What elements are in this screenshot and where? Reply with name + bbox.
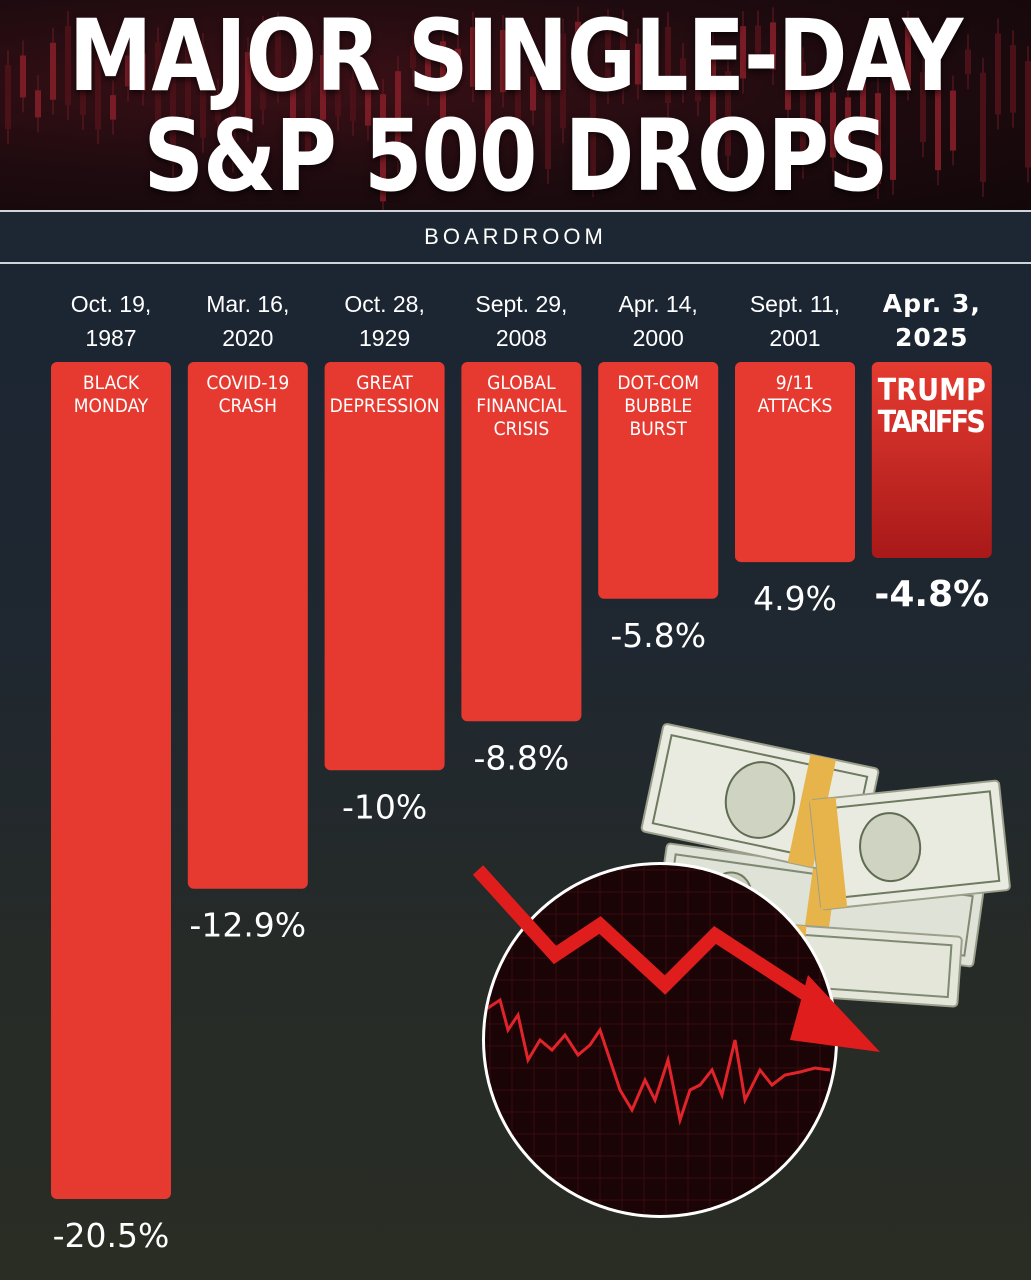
bar-label: TARIFFS xyxy=(878,405,986,440)
value-label: -10% xyxy=(342,787,427,826)
date-label: 2000 xyxy=(633,325,684,351)
date-label: 2020 xyxy=(222,325,273,351)
date-label: 1987 xyxy=(85,325,136,351)
date-label: Sept. 11, xyxy=(750,291,840,317)
bar xyxy=(324,362,445,771)
bar-label: MONDAY xyxy=(74,395,149,417)
date-label: Oct. 28, xyxy=(344,291,425,317)
bar xyxy=(598,362,719,599)
bar-label: FINANCIAL xyxy=(476,395,567,417)
bar-label: BLACK xyxy=(83,372,140,394)
bar xyxy=(735,362,855,563)
value-label: -4.8% xyxy=(874,574,989,615)
value-label: 4.9% xyxy=(753,579,837,618)
bar-label: DOT-COM xyxy=(617,372,699,394)
date-label: 2001 xyxy=(769,325,820,351)
bar-label: 9/11 xyxy=(776,372,814,394)
bar-label: BUBBLE xyxy=(624,395,692,417)
bar-label: TRUMP xyxy=(878,373,986,408)
title-line-1: MAJOR SINGLE-DAY xyxy=(68,0,963,114)
date-label: Mar. 16, xyxy=(206,291,289,317)
title-banner: MAJOR SINGLE-DAY S&P 500 DROPS xyxy=(0,0,1031,210)
date-label: 1929 xyxy=(359,325,410,351)
bar xyxy=(461,362,582,722)
bar-label: DEPRESSION xyxy=(330,395,440,417)
bar-label: BURST xyxy=(629,418,687,440)
bar xyxy=(187,362,308,889)
date-label: Sept. 29, xyxy=(475,291,567,317)
value-label: -8.8% xyxy=(474,738,570,777)
bar xyxy=(51,362,171,1199)
brand-name: BOARDROOM xyxy=(424,224,607,249)
stock-ticker-background xyxy=(5,6,1031,210)
bar-label: ATTACKS xyxy=(758,395,833,417)
value-label: -20.5% xyxy=(53,1216,170,1255)
title-line-2: S&P 500 DROPS xyxy=(143,97,888,210)
bar xyxy=(871,362,992,558)
date-label: Apr. 14, xyxy=(619,291,698,317)
date-label: 2025 xyxy=(895,323,969,352)
bar-label: COVID-19 xyxy=(206,372,289,394)
date-label: Apr. 3, xyxy=(883,289,981,318)
value-label: -12.9% xyxy=(189,906,306,945)
bar-label: GREAT xyxy=(356,372,413,394)
date-label: Oct. 19, xyxy=(71,291,152,317)
bar-label: CRASH xyxy=(219,395,277,417)
value-label: -5.8% xyxy=(610,616,706,655)
date-label: 2008 xyxy=(496,325,547,351)
brand-bar: BOARDROOM xyxy=(0,210,1031,264)
bar-label: CRISIS xyxy=(494,418,550,440)
bar-label: GLOBAL xyxy=(487,372,556,394)
